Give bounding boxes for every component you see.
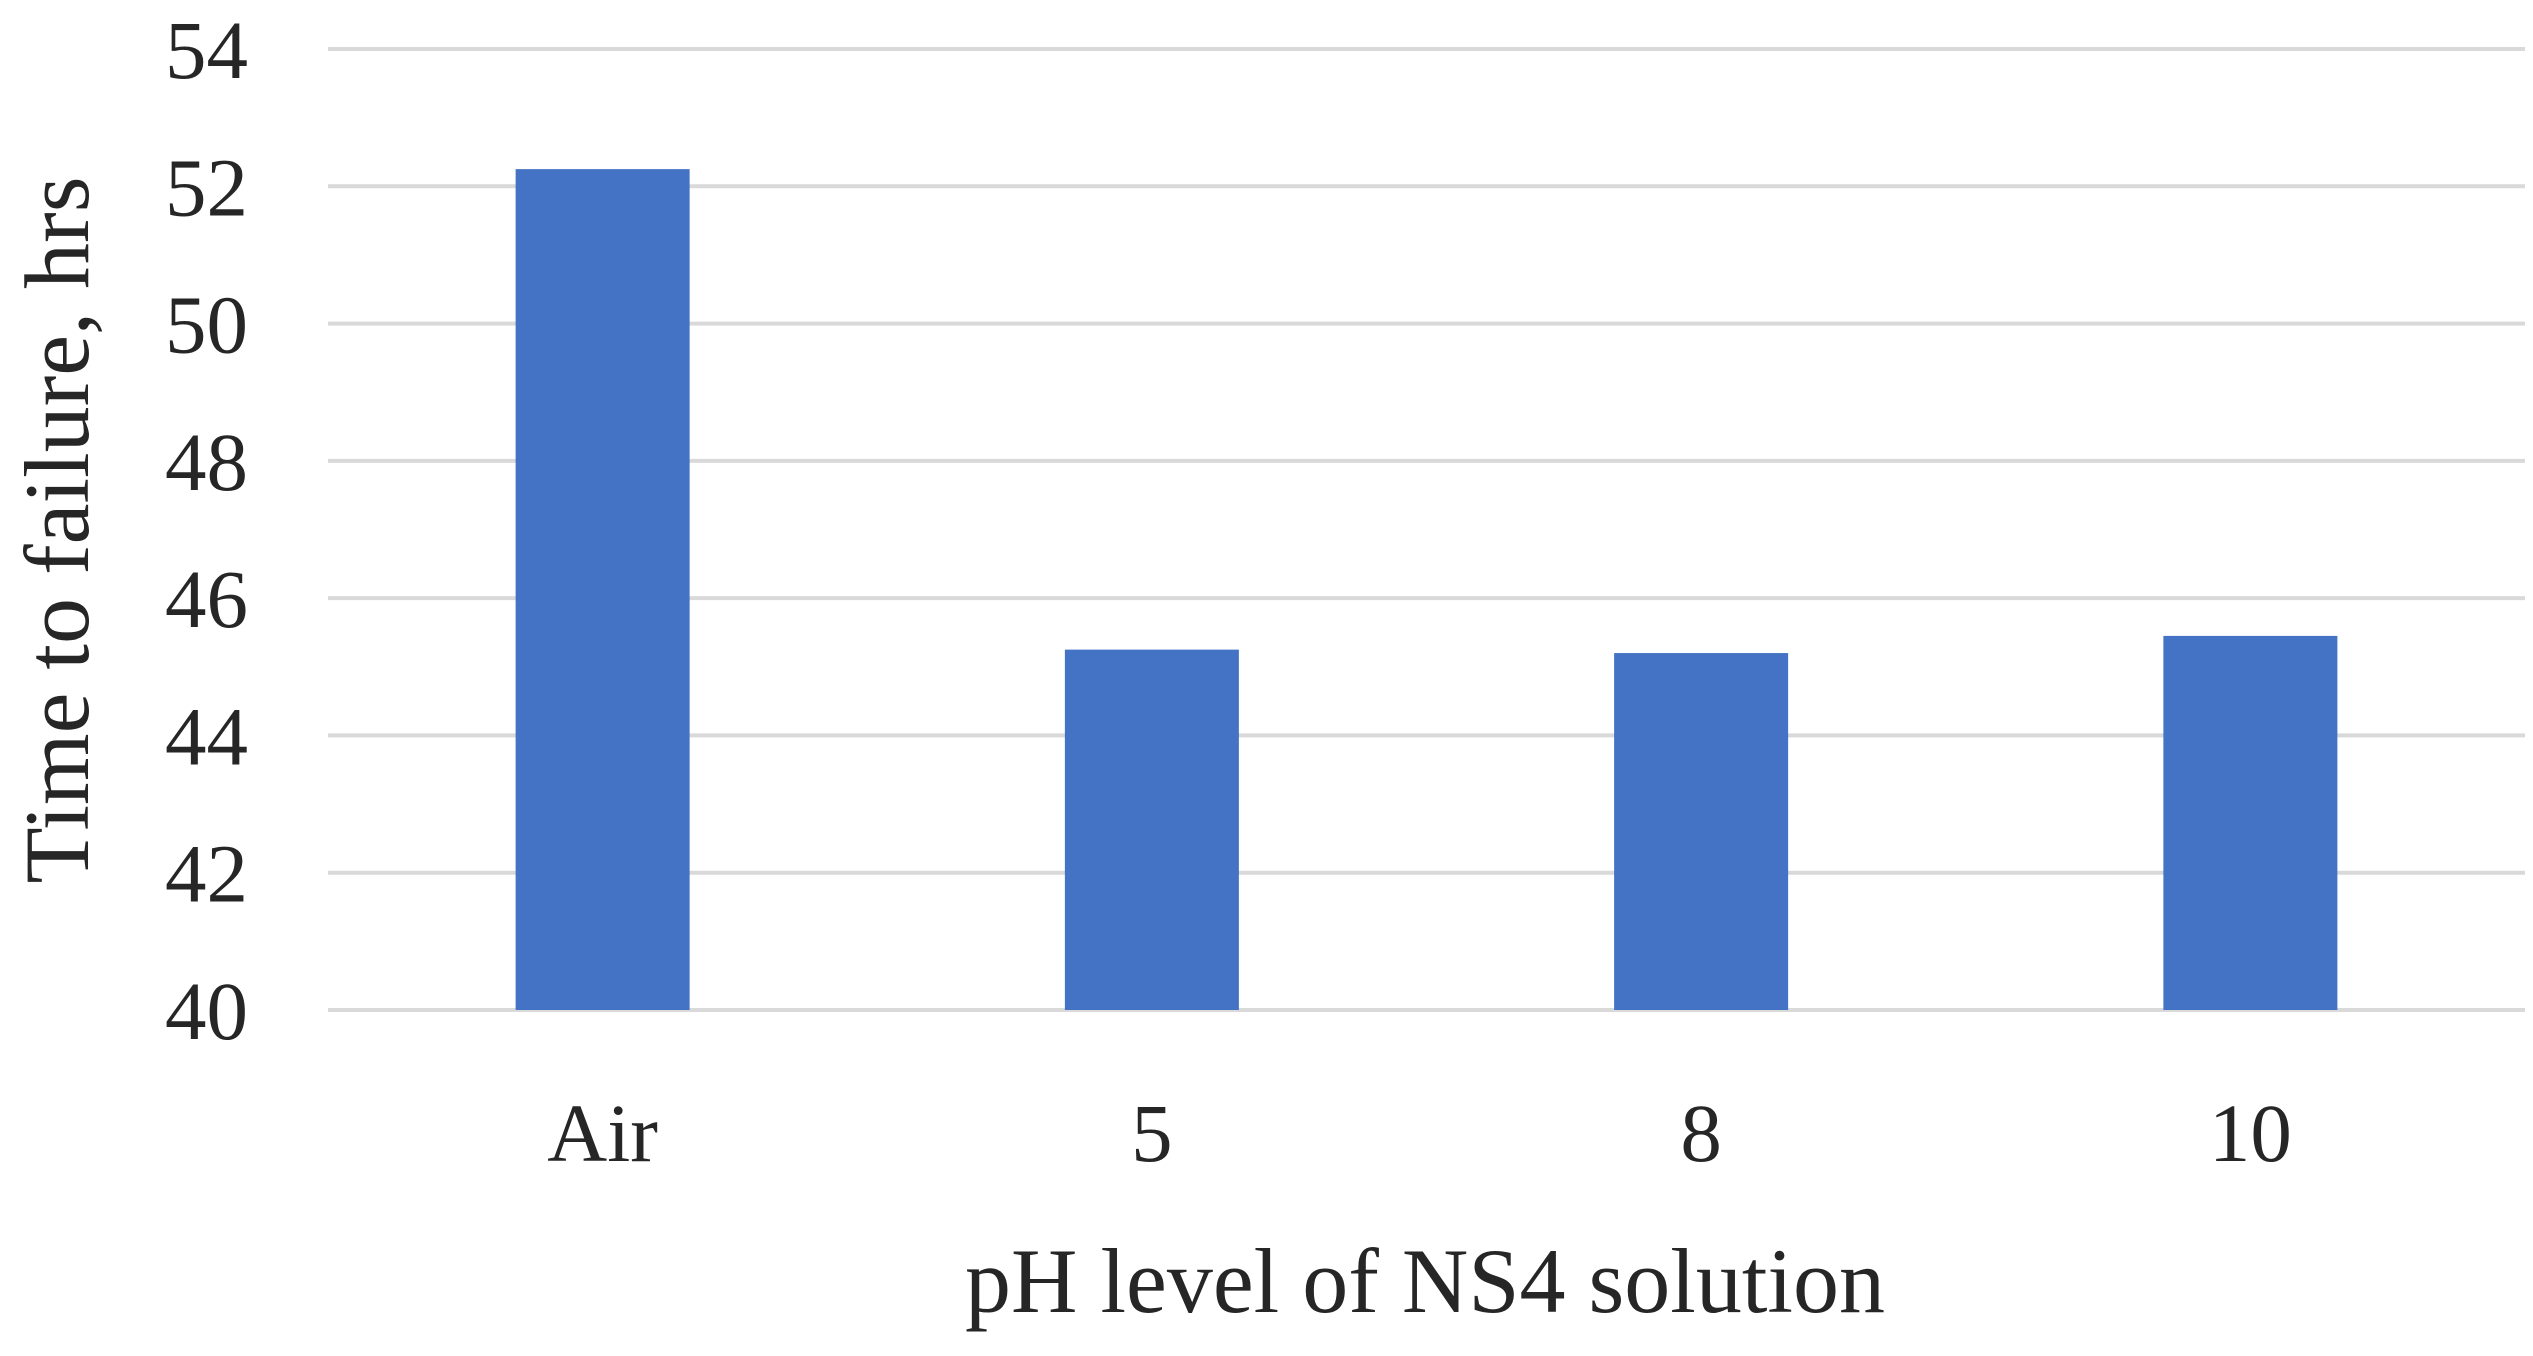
gridlines	[328, 47, 2525, 1012]
bar-5	[1064, 649, 1239, 1010]
x-tick-label: 10	[2209, 1087, 2292, 1179]
y-tick-labels: 40 42 44 46 48 50 52 54	[165, 4, 248, 1057]
y-tick-label: 42	[165, 828, 248, 920]
x-tick-label: Air	[547, 1087, 658, 1179]
y-tick-label: 46	[165, 553, 248, 645]
bar-10	[2163, 635, 2338, 1010]
x-axis-title: pH level of NS4 solution	[965, 1230, 1885, 1332]
y-tick-label: 44	[165, 690, 248, 782]
y-tick-label: 52	[165, 141, 248, 233]
y-axis-title: Time to failure, hrs	[6, 177, 108, 884]
y-tick-label: 40	[165, 965, 248, 1057]
bar-air	[515, 169, 690, 1010]
bars	[515, 169, 2338, 1010]
x-tick-labels: Air 5 8 10	[547, 1087, 2292, 1179]
y-tick-label: 50	[165, 279, 248, 371]
x-tick-label: 5	[1131, 1087, 1173, 1179]
x-tick-label: 8	[1680, 1087, 1722, 1179]
y-tick-label: 54	[165, 4, 248, 96]
bar-8	[1614, 653, 1789, 1010]
y-tick-label: 48	[165, 416, 248, 508]
